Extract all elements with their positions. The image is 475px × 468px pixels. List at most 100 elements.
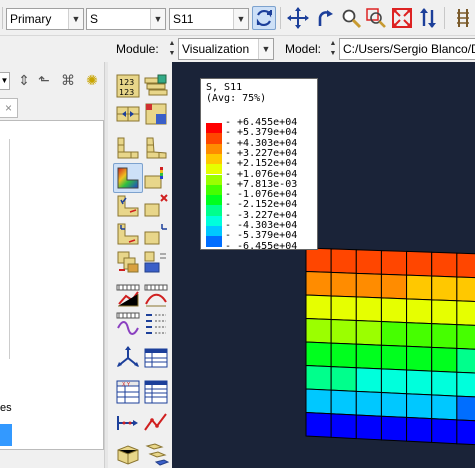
more-button[interactable] (451, 6, 475, 30)
mesh-element (406, 393, 433, 420)
pan-button[interactable] (286, 6, 310, 30)
symbol-plot-tool[interactable] (114, 192, 142, 220)
plot-contours-tool[interactable]: 123 123 (114, 72, 142, 100)
mesh-element (406, 322, 433, 348)
close-icon: × (4, 101, 12, 115)
report-xy-tool[interactable] (142, 378, 170, 406)
deformed-shape-icon (116, 106, 140, 122)
mesh-element (456, 324, 475, 350)
create-path-tool[interactable] (114, 408, 142, 436)
legend-value: - +3.227e+04 (225, 147, 298, 159)
legend-entry: - +7.813e-03 (206, 179, 314, 196)
multiple-plots-icon (117, 251, 139, 273)
rotate-icon (318, 10, 333, 26)
chevron-down-icon[interactable]: ▼ (258, 39, 273, 59)
module-combo[interactable]: Visualization ▼ (178, 38, 274, 60)
xy-data-manager-tool[interactable] (142, 344, 170, 372)
contour-legend-tool[interactable] (142, 164, 170, 192)
mesh-element (406, 298, 433, 325)
mesh-element (431, 418, 458, 445)
mesh-element (355, 272, 382, 299)
superimpose-options-tool[interactable] (142, 248, 170, 276)
component-combo[interactable]: S11 ▼ (169, 8, 249, 30)
expand-icon[interactable]: ⇕ (18, 72, 30, 88)
legend-value: - +2.152e+04 (225, 158, 298, 170)
mesh-element (380, 321, 408, 347)
orientation-options-tool[interactable] (142, 220, 170, 248)
pan-icon (287, 7, 309, 29)
panel-splitter[interactable] (104, 62, 108, 468)
legend-value: - -4.303e+04 (225, 220, 298, 231)
material-orientation-tool[interactable] (114, 220, 142, 248)
chevron-down-icon[interactable]: ▼ (233, 9, 248, 29)
variable-combo[interactable]: S ▼ (86, 8, 166, 30)
contour-plot-icon (117, 167, 139, 189)
selected-tree-item[interactable] (0, 424, 12, 446)
deformed-shape-tool[interactable] (114, 100, 142, 128)
animation-options-icon (146, 314, 166, 334)
tree-nodes-icon[interactable]: ⌘ (61, 72, 75, 88)
allow-multiple-plots-tool[interactable] (114, 248, 142, 276)
plot-contours-deformed-tool[interactable] (113, 163, 143, 193)
parent-folder-icon[interactable]: ⬑ (38, 72, 50, 88)
symbol-options-tool[interactable] (142, 192, 170, 220)
create-xy-data-tool[interactable] (114, 344, 142, 372)
mesh-element (380, 250, 408, 276)
mesh-element (431, 251, 458, 278)
tree-indent-guide (0, 139, 10, 359)
context-bar: Module: ▲ ▼ Visualization ▼ Model: ▲ ▼ C:/… (0, 36, 475, 62)
legend-entry: - +5.379e+04 (206, 127, 314, 144)
display-group-icon (145, 443, 170, 466)
undeformed-shape-tool[interactable] (114, 134, 142, 162)
legend-entry: - -4.303e+04 (206, 220, 314, 237)
element-stack-tool[interactable] (142, 100, 170, 128)
display-group-tool[interactable] (142, 440, 170, 468)
zoom-box-button[interactable] (364, 6, 388, 30)
legend-color-swatch (206, 205, 222, 216)
legend-value: - -5.379e+04 (225, 230, 298, 242)
component-combo-value: S11 (173, 12, 194, 26)
tree-toolbar: ▼ ⇕ ⬑ ⌘ ✺ (0, 66, 108, 94)
lightbulb-icon[interactable]: ✺ (86, 72, 98, 88)
toolbar-separator (2, 7, 3, 29)
cycle-views-button[interactable] (416, 6, 440, 30)
mesh-element (431, 346, 458, 373)
model-tree[interactable] (0, 120, 104, 450)
mesh-element (406, 274, 433, 301)
animate-harmonic-icon (116, 312, 140, 335)
mesh-element (355, 249, 382, 275)
xy-curve-tool[interactable] (142, 408, 170, 436)
tree-filter-combo[interactable]: ▼ (0, 72, 10, 90)
animate-scale-factor-tool[interactable] (142, 282, 170, 310)
model-combo[interactable]: C:/Users/Sergio Blanco/D (339, 38, 475, 60)
model-spin-icon[interactable]: ▲ ▼ (329, 40, 337, 57)
module-spin-icon[interactable]: ▲ ▼ (168, 40, 176, 57)
animation-options-tool[interactable] (142, 310, 170, 338)
panel-close-button[interactable]: × (0, 98, 18, 118)
plot-xy-data-tool[interactable]: X Y (114, 378, 142, 406)
deformed-overlay-tool[interactable] (142, 134, 170, 162)
svg-text:123: 123 (119, 88, 134, 97)
legend-entry: - -2.152e+04 (206, 199, 314, 216)
animate-scale-factor-icon (144, 284, 168, 307)
zoom-button[interactable] (339, 6, 363, 30)
table-icon (144, 348, 168, 368)
legend-entry: - +6.455e+04 (206, 117, 314, 134)
step-combo[interactable]: Primary ▼ (6, 8, 84, 30)
animate-harmonic-tool[interactable] (114, 310, 142, 338)
deformed-overlay-icon (146, 137, 167, 159)
chevron-down-icon[interactable]: ▼ (150, 9, 165, 29)
legend-value: - -3.227e+04 (225, 209, 298, 221)
auto-fit-button[interactable] (390, 6, 414, 30)
contour-options-tool[interactable] (142, 72, 170, 100)
toolbar-separator (444, 7, 445, 29)
animate-time-history-tool[interactable] (114, 282, 142, 310)
sync-views-button[interactable] (252, 6, 276, 30)
chevron-down-icon[interactable]: ▼ (68, 9, 83, 29)
mesh-element (456, 276, 475, 302)
mesh-element (355, 296, 382, 323)
query-tool[interactable] (114, 440, 142, 468)
path-icon (117, 416, 138, 430)
rotate-button[interactable] (313, 6, 337, 30)
auto-fit-icon (392, 8, 412, 28)
